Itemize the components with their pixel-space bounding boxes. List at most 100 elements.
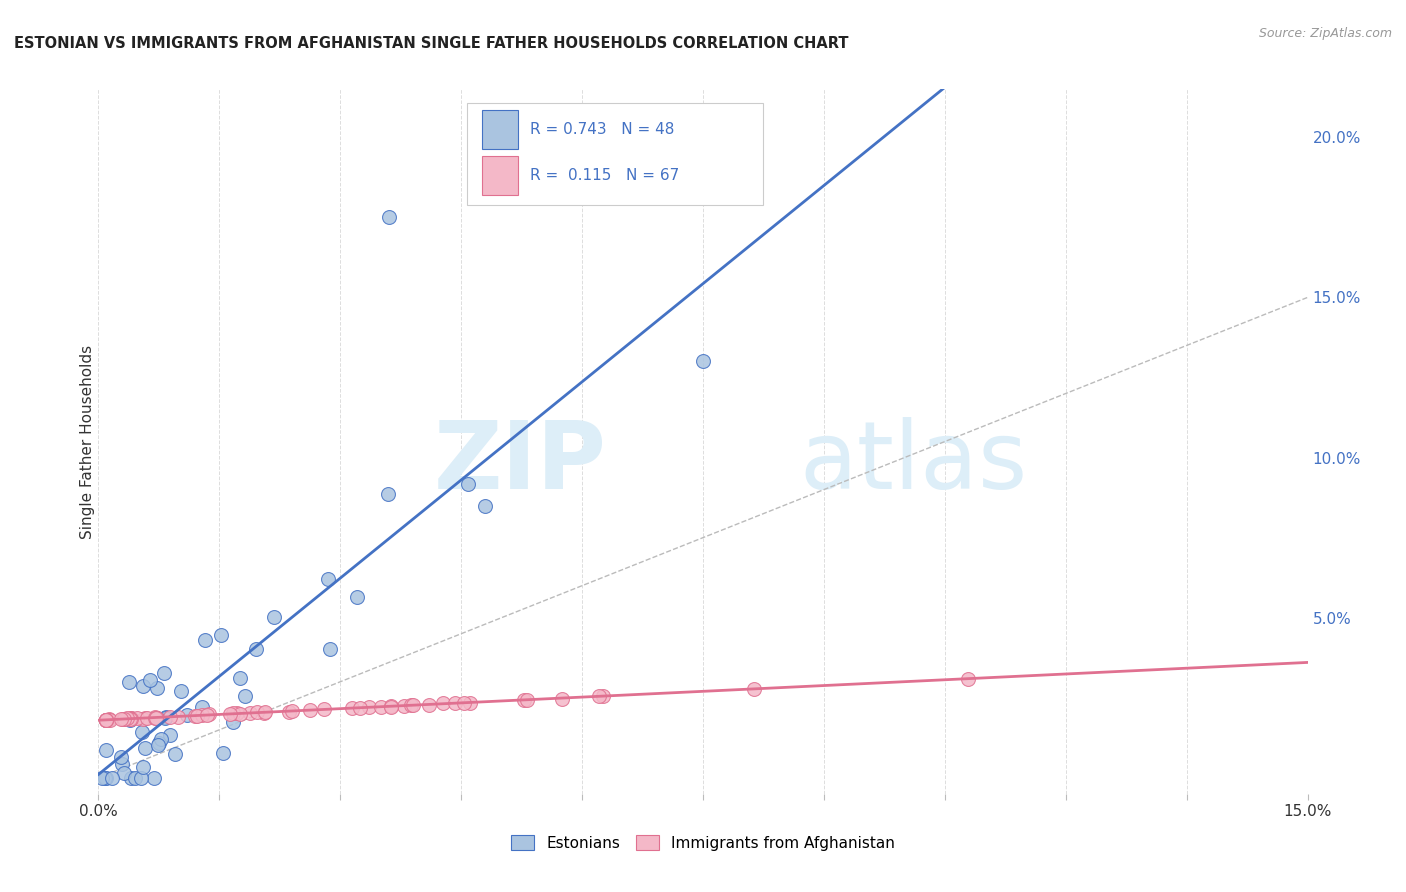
Point bbox=[278, 705, 301, 719]
Point bbox=[120, 712, 142, 726]
Point bbox=[312, 702, 335, 716]
Point bbox=[118, 713, 141, 727]
Text: ESTONIAN VS IMMIGRANTS FROM AFGHANISTAN SINGLE FATHER HOUSEHOLDS CORRELATION CHA: ESTONIAN VS IMMIGRANTS FROM AFGHANISTAN … bbox=[14, 36, 849, 51]
Point bbox=[145, 711, 167, 725]
Point bbox=[132, 679, 155, 693]
Point bbox=[316, 572, 339, 586]
Y-axis label: Single Father Households: Single Father Households bbox=[80, 344, 94, 539]
Point bbox=[319, 641, 342, 656]
Point bbox=[229, 706, 252, 721]
Text: atlas: atlas bbox=[800, 417, 1028, 508]
FancyBboxPatch shape bbox=[467, 103, 763, 205]
Point bbox=[120, 712, 142, 726]
Point bbox=[159, 709, 181, 723]
Text: R = 0.743   N = 48: R = 0.743 N = 48 bbox=[530, 122, 675, 137]
Point bbox=[94, 743, 117, 757]
Point bbox=[134, 711, 156, 725]
Point bbox=[101, 771, 124, 785]
Point bbox=[143, 771, 166, 785]
Point bbox=[692, 354, 714, 368]
Point bbox=[399, 698, 422, 713]
Point bbox=[298, 703, 321, 717]
Point bbox=[120, 711, 142, 725]
Point bbox=[96, 713, 118, 727]
Point bbox=[155, 711, 177, 725]
Point bbox=[112, 712, 135, 726]
Point bbox=[377, 211, 399, 225]
Point bbox=[195, 707, 218, 722]
Point bbox=[346, 590, 368, 604]
Point bbox=[233, 690, 256, 704]
Point bbox=[146, 711, 169, 725]
Point bbox=[219, 707, 242, 722]
Point bbox=[111, 756, 134, 771]
Point bbox=[402, 698, 425, 713]
Point bbox=[118, 674, 141, 689]
Point bbox=[197, 707, 219, 722]
Point bbox=[370, 699, 392, 714]
Point bbox=[111, 713, 134, 727]
Point bbox=[592, 690, 614, 704]
Point bbox=[150, 731, 173, 746]
Point bbox=[94, 771, 117, 785]
Text: ZIP: ZIP bbox=[433, 417, 606, 508]
Point bbox=[152, 666, 174, 681]
Point bbox=[357, 700, 380, 714]
Point bbox=[91, 771, 114, 785]
Point bbox=[245, 642, 267, 657]
Point bbox=[186, 708, 208, 723]
Point bbox=[380, 700, 402, 714]
Point bbox=[246, 705, 269, 719]
Point bbox=[129, 771, 152, 785]
Point bbox=[392, 698, 415, 713]
Point bbox=[97, 712, 120, 726]
Point bbox=[131, 724, 153, 739]
Point bbox=[588, 690, 610, 704]
Point bbox=[229, 672, 252, 686]
Point bbox=[349, 700, 371, 714]
Point bbox=[550, 691, 572, 706]
Legend: Estonians, Immigrants from Afghanistan: Estonians, Immigrants from Afghanistan bbox=[505, 829, 901, 856]
Point bbox=[453, 696, 475, 710]
Point bbox=[176, 707, 198, 722]
Point bbox=[169, 683, 191, 698]
Point bbox=[516, 692, 538, 706]
Text: R =  0.115   N = 67: R = 0.115 N = 67 bbox=[530, 168, 679, 183]
Point bbox=[742, 681, 765, 696]
Point bbox=[211, 747, 233, 761]
Point bbox=[513, 692, 536, 706]
Point bbox=[956, 672, 979, 686]
Point bbox=[112, 713, 135, 727]
Point bbox=[134, 740, 156, 755]
Point bbox=[127, 711, 149, 725]
Point bbox=[444, 696, 467, 710]
Point bbox=[139, 673, 162, 688]
Point bbox=[340, 701, 363, 715]
Point bbox=[418, 698, 440, 712]
Point bbox=[432, 696, 454, 710]
Point bbox=[253, 706, 276, 720]
Point bbox=[225, 706, 247, 721]
Point bbox=[281, 704, 304, 718]
Point bbox=[159, 728, 181, 742]
Point bbox=[120, 711, 142, 725]
Point bbox=[143, 711, 166, 725]
Point bbox=[191, 700, 214, 714]
FancyBboxPatch shape bbox=[482, 156, 517, 194]
Point bbox=[194, 632, 217, 647]
Point bbox=[380, 699, 402, 714]
Point bbox=[115, 711, 138, 725]
Point bbox=[143, 710, 166, 724]
Point bbox=[145, 681, 167, 695]
Point bbox=[96, 713, 118, 727]
Point bbox=[98, 713, 121, 727]
Point bbox=[96, 713, 118, 727]
Point bbox=[136, 711, 159, 725]
Point bbox=[94, 771, 117, 785]
Point bbox=[132, 712, 155, 726]
Point bbox=[254, 705, 277, 719]
Point bbox=[110, 750, 132, 764]
Point bbox=[474, 499, 496, 513]
Point bbox=[146, 738, 169, 752]
Point bbox=[112, 766, 135, 780]
